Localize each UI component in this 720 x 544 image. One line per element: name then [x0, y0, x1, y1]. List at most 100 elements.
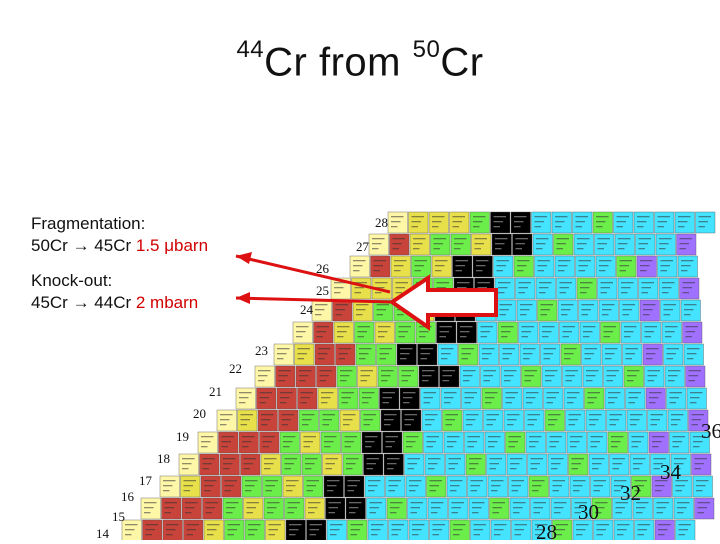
row-number-17: 17: [139, 473, 152, 488]
nuclide-cell-text: [548, 419, 558, 421]
nuclide-cell-text: [666, 348, 679, 350]
nuclide-cell: [562, 365, 583, 388]
nuclide-cell-text: [653, 468, 660, 470]
nuclide-cell-text: [373, 265, 383, 267]
nuclide-cell: [450, 233, 471, 256]
nuclide-cell-text: [265, 480, 278, 482]
nuclide-cell-text: [166, 534, 173, 536]
nuclide-cell-text: [576, 534, 583, 536]
nuclide-cell-text: [617, 529, 627, 531]
nuclide-cell: [604, 387, 625, 410]
nuclide-cell-text: [616, 226, 623, 228]
nuclide-cell-text: [636, 507, 646, 509]
nuclide-cell-text: [656, 512, 663, 514]
nuclide-cell: [522, 387, 543, 410]
nuclide-cell-text: [605, 348, 618, 350]
nuclide-cell-text: [343, 419, 353, 421]
nuclide-cell: [408, 211, 429, 234]
nuclide-cell: [590, 475, 611, 498]
nuclide-cell-text: [564, 358, 571, 360]
nuclide-cell-text: [614, 490, 621, 492]
nuclide-cell-text: [419, 331, 429, 333]
nuclide-cell-text: [362, 392, 375, 394]
nuclide-cell: [377, 365, 398, 388]
nuclide-cell-text: [682, 292, 689, 294]
nuclide-cell: [620, 321, 641, 344]
nuclide-cell-text: [599, 260, 612, 262]
nuclide-cell-text: [625, 353, 635, 355]
nuclide-cell-text: [334, 287, 344, 289]
nuclide-cell: [478, 343, 499, 366]
nuclide-cell: [509, 497, 530, 520]
nuclide-cell: [658, 277, 679, 300]
nuclide-cell-text: [224, 485, 234, 487]
nuclide-cell-text: [394, 270, 401, 272]
nuclide-cell-text: [555, 529, 565, 531]
nuclide-cell-text: [435, 265, 445, 267]
nuclide-cell: [519, 343, 540, 366]
nuclide-cell-text: [511, 480, 524, 482]
nuclide-cell-text: [615, 507, 625, 509]
nuclide-cell-text: [185, 507, 195, 509]
nuclide-cell-text: [322, 424, 329, 426]
nuclide-cell-text: [688, 380, 695, 382]
nuclide-cell-text: [502, 348, 515, 350]
nuclide-cell-text: [296, 331, 306, 333]
nuclide-cell-text: [239, 402, 246, 404]
nuclide-cell-text: [281, 424, 288, 426]
nuclide-cell-text: [451, 507, 461, 509]
nuclide-cell-text: [300, 402, 307, 404]
nuclide-cell: [361, 431, 382, 454]
nuclide-cell: [442, 409, 463, 432]
nuclide-cell-text: [679, 248, 686, 250]
nuclide-cell-text: [300, 397, 310, 399]
nuclide-cell-text: [678, 226, 685, 228]
nuclide-cell-text: [542, 326, 555, 328]
nuclide-cell-text: [464, 397, 474, 399]
nuclide-cell-text: [498, 282, 511, 284]
nuclide-cell-text: [611, 436, 624, 438]
nuclide-cell-text: [414, 270, 421, 272]
nuclide-cell-text: [554, 507, 564, 509]
nuclide-cell: [499, 343, 520, 366]
nuclide-cell-text: [362, 397, 372, 399]
nuclide-cell-text: [201, 436, 214, 438]
nuclide-cell-text: [666, 353, 676, 355]
nuclide-cell-text: [186, 534, 193, 536]
nuclide-cell-text: [658, 534, 665, 536]
nuclide-cell-text: [602, 304, 615, 306]
nuclide-cell-text: [514, 226, 521, 228]
nuclide-cell-text: [657, 221, 667, 223]
nuclide-cell-text: [463, 370, 476, 372]
column-number-32: 32: [620, 481, 641, 505]
nuclide-cell-text: [242, 446, 249, 448]
nuclide-cell-text: [461, 353, 471, 355]
nuclide-cell-text: [486, 424, 493, 426]
nuclide-cell-text: [631, 446, 638, 448]
nuclide-cell-text: [606, 375, 616, 377]
nuclide-cell-text: [246, 507, 256, 509]
nuclide-cell-text: [240, 424, 247, 426]
nuclide-cell-text: [637, 529, 647, 531]
nuclide-cell: [660, 299, 681, 322]
nuclide-cell-text: [262, 446, 269, 448]
nuclide-cell-text: [518, 292, 525, 294]
nuclide-cell-text: [646, 348, 659, 350]
nuclide-cell-text: [385, 441, 395, 443]
nuclide-cell-text: [403, 397, 413, 399]
nuclide-cell: [221, 475, 242, 498]
nuclide-cell-text: [611, 446, 618, 448]
nuclide-cell-text: [633, 463, 643, 465]
nuclide-cell-text: [555, 221, 565, 223]
nuclide-cell: [560, 343, 581, 366]
nuclide-cell: [276, 387, 297, 410]
nuclide-cell-text: [575, 221, 585, 223]
nuclide-cell-text: [581, 309, 591, 311]
nuclide-cell-text: [624, 326, 637, 328]
nuclide-cell-text: [469, 458, 482, 460]
nuclide-cell: [344, 475, 365, 498]
nuclide-cell-text: [299, 375, 309, 377]
nuclide-cell-text: [697, 502, 710, 504]
nuclide-cell-text: [529, 441, 539, 443]
nuclide-cell: [503, 409, 524, 432]
